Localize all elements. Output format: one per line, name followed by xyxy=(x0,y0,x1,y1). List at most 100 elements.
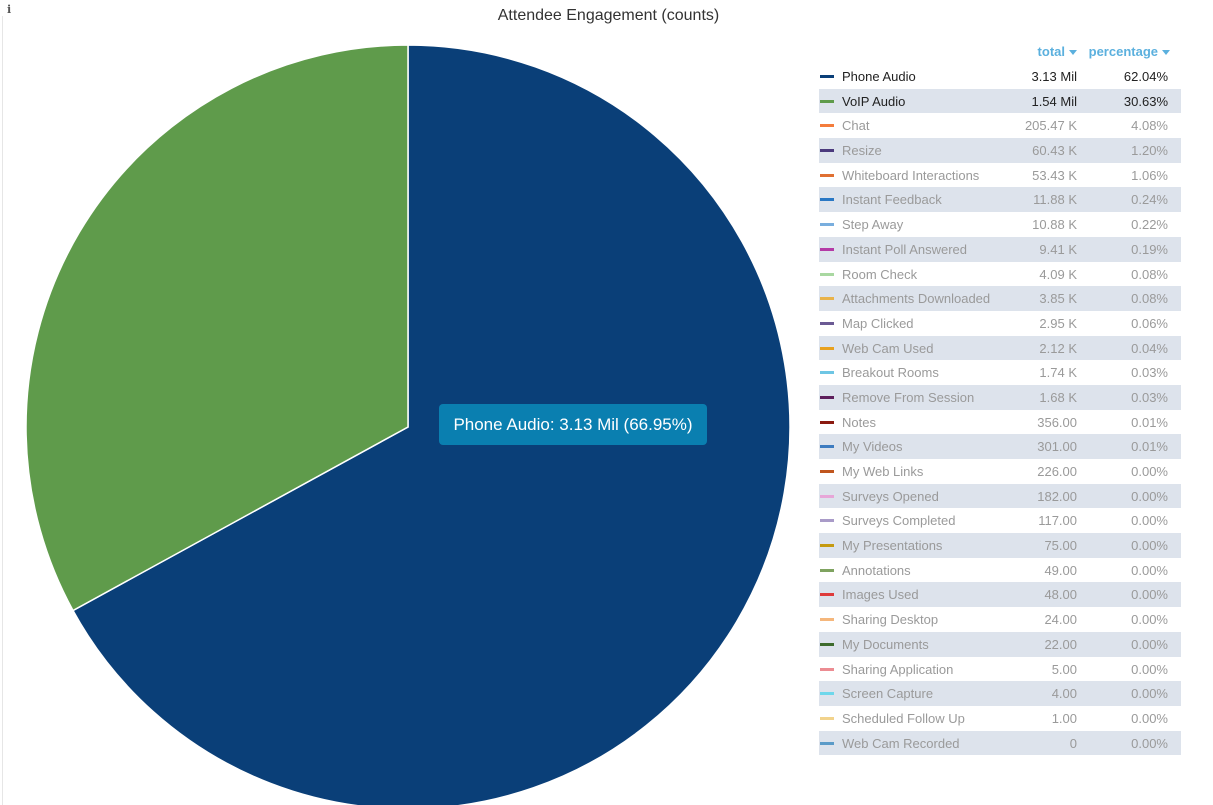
legend-percentage: 0.06% xyxy=(1131,315,1168,331)
legend-percentage: 0.00% xyxy=(1131,612,1168,628)
legend-item[interactable]: My Presentations 75.00 0.00% xyxy=(819,533,1181,558)
legend-item[interactable]: Room Check 4.09 K 0.08% xyxy=(819,262,1181,287)
legend-item[interactable]: Map Clicked 2.95 K 0.06% xyxy=(819,311,1181,336)
legend-label: Chat xyxy=(842,118,870,134)
legend-swatch xyxy=(820,346,834,350)
legend-total: 0 xyxy=(1069,735,1077,751)
legend-label: Breakout Rooms xyxy=(842,365,939,381)
info-icon[interactable]: i xyxy=(7,3,12,16)
legend-percentage: 62.04% xyxy=(1123,69,1168,84)
legend-label: Step Away xyxy=(842,217,904,233)
legend-swatch xyxy=(820,494,834,498)
sort-percentage-header[interactable]: percentage xyxy=(1089,44,1170,59)
legend-item[interactable]: Whiteboard Interactions 53.43 K 1.06% xyxy=(819,163,1181,188)
legend-percentage: 0.00% xyxy=(1131,661,1168,677)
legend-label: Surveys Completed xyxy=(842,513,956,529)
legend-item[interactable]: Annotations 49.00 0.00% xyxy=(819,558,1181,583)
percentage-header-label: percentage xyxy=(1088,44,1158,59)
legend-item[interactable]: Sharing Application 5.00 0.00% xyxy=(819,657,1181,682)
legend-total: 182.00 xyxy=(1037,488,1077,504)
legend-item[interactable]: Breakout Rooms 1.74 K 0.03% xyxy=(819,360,1181,385)
legend-label: Remove From Session xyxy=(842,389,975,405)
legend-total: 10.88 K xyxy=(1032,217,1077,233)
legend-item[interactable]: VoIP Audio 1.54 Mil 30.63% xyxy=(819,88,1181,114)
legend-item[interactable]: My Documents 22.00 0.00% xyxy=(819,631,1181,657)
legend-percentage: 0.00% xyxy=(1131,636,1168,652)
sort-total-header[interactable]: total xyxy=(1038,44,1077,59)
legend-total: 205.47 K xyxy=(1024,118,1077,134)
legend-item[interactable]: Attachments Downloaded 3.85 K 0.08% xyxy=(819,286,1181,311)
legend-label: Whiteboard Interactions xyxy=(842,167,980,183)
legend-item[interactable]: Sharing Desktop 24.00 0.00% xyxy=(819,607,1181,632)
legend-swatch xyxy=(820,149,834,153)
legend-swatch xyxy=(820,445,834,449)
legend-total: 1.00 xyxy=(1051,710,1077,726)
legend-percentage: 0.24% xyxy=(1131,192,1168,208)
legend-swatch xyxy=(820,470,834,473)
legend-label: Map Clicked xyxy=(842,315,914,331)
legend-label: Notes xyxy=(842,414,876,430)
legend-item[interactable]: Instant Feedback 11.88 K 0.24% xyxy=(819,187,1181,213)
legend-item[interactable]: My Web Links 226.00 0.00% xyxy=(819,459,1181,484)
legend-item[interactable]: Remove From Session 1.68 K 0.03% xyxy=(819,384,1181,410)
legend-rows: Phone Audio 3.13 Mil 62.04% VoIP Audio 1.54 … xyxy=(819,64,1181,756)
legend-percentage: 0.00% xyxy=(1131,587,1168,603)
legend-percentage: 0.19% xyxy=(1131,241,1168,257)
legend-item[interactable]: Instant Poll Answered 9.41 K 0.19% xyxy=(819,236,1181,262)
pie-slice-voip-audio[interactable] xyxy=(25,44,409,612)
legend-label: Annotations xyxy=(842,562,911,578)
legend-total: 3.13 Mil xyxy=(1031,69,1077,84)
total-header-label: total xyxy=(1037,44,1065,59)
legend-item[interactable]: Notes 356.00 0.01% xyxy=(819,410,1181,435)
legend-percentage: 0.03% xyxy=(1131,365,1168,381)
legend-item[interactable]: Scheduled Follow Up 1.00 0.00% xyxy=(819,706,1181,731)
legend-item[interactable]: Resize 60.43 K 1.20% xyxy=(819,138,1181,163)
legend-item[interactable]: Images Used 48.00 0.00% xyxy=(819,582,1181,608)
legend-item[interactable]: Web Cam Used 2.12 K 0.04% xyxy=(819,335,1181,361)
legend-item[interactable]: Step Away 10.88 K 0.22% xyxy=(819,212,1181,237)
legend-total: 22.00 xyxy=(1044,636,1077,652)
legend-item[interactable]: Phone Audio 3.13 Mil 62.04% xyxy=(819,64,1181,89)
legend-swatch xyxy=(820,321,834,325)
legend-total: 1.68 K xyxy=(1039,389,1077,405)
legend-swatch xyxy=(820,371,834,375)
legend-label: VoIP Audio xyxy=(842,93,906,109)
legend-total: 1.54 Mil xyxy=(1031,93,1077,109)
legend-item[interactable]: Surveys Completed 117.00 0.00% xyxy=(819,508,1181,533)
legend-percentage: 0.00% xyxy=(1131,538,1168,554)
legend-swatch xyxy=(820,519,834,523)
legend-percentage: 0.01% xyxy=(1131,414,1168,430)
pie-slice-phone-audio[interactable] xyxy=(71,44,791,805)
legend-percentage: 30.63% xyxy=(1123,93,1168,109)
legend-swatch xyxy=(820,741,834,745)
legend-total: 9.41 K xyxy=(1039,241,1077,257)
legend-percentage: 4.08% xyxy=(1131,118,1168,134)
legend-swatch xyxy=(820,692,834,696)
legend-label: Instant Poll Answered xyxy=(842,241,968,257)
legend-swatch xyxy=(820,568,834,572)
legend-label: Web Cam Used xyxy=(842,340,934,356)
legend-percentage: 0.08% xyxy=(1131,291,1168,307)
legend-swatch xyxy=(820,124,834,128)
legend-item[interactable]: My Videos 301.00 0.01% xyxy=(819,434,1181,459)
legend-percentage: 0.00% xyxy=(1131,464,1168,479)
legend-percentage: 0.00% xyxy=(1131,513,1168,529)
legend-label: Sharing Desktop xyxy=(842,612,939,628)
legend-label: Resize xyxy=(842,143,882,159)
legend-header: total percentage xyxy=(819,40,1181,64)
legend-label: Surveys Opened xyxy=(842,488,939,504)
legend-total: 75.00 xyxy=(1044,538,1077,554)
legend-percentage: 0.04% xyxy=(1131,340,1168,356)
legend-item[interactable]: Screen Capture 4.00 0.00% xyxy=(819,681,1181,706)
legend-label: Web Cam Recorded xyxy=(842,735,960,751)
legend-total: 226.00 xyxy=(1037,464,1077,479)
legend-percentage: 0.00% xyxy=(1131,562,1168,578)
panel-divider xyxy=(2,16,3,805)
legend-label: Phone Audio xyxy=(842,69,916,84)
legend-item[interactable]: Web Cam Recorded 0 0.00% xyxy=(819,730,1181,756)
legend-percentage: 0.22% xyxy=(1131,217,1168,233)
legend-item[interactable]: Surveys Opened 182.00 0.00% xyxy=(819,483,1181,509)
legend-item[interactable]: Chat 205.47 K 4.08% xyxy=(819,113,1181,138)
legend-swatch xyxy=(820,297,834,301)
legend-swatch xyxy=(820,99,834,103)
